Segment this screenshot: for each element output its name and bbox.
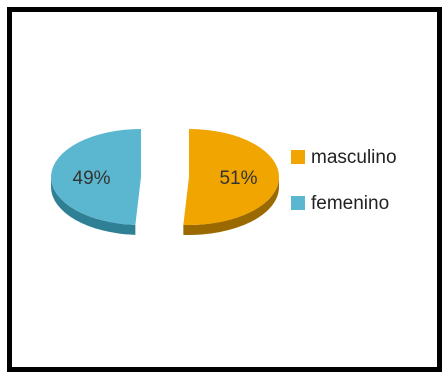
legend-label-masculino: masculino <box>311 147 397 168</box>
pie-slice-top-masculino <box>183 129 279 225</box>
pie-slice-femenino <box>51 129 142 235</box>
legend: masculino femenino <box>291 147 397 214</box>
legend-swatch-femenino <box>291 196 305 210</box>
slice-labels: 51% 49% <box>73 168 258 189</box>
data-label-femenino: 49% <box>73 168 111 189</box>
data-label-masculino: 51% <box>219 168 257 189</box>
legend-label-femenino: femenino <box>311 193 389 214</box>
pie-slice-top-femenino <box>51 129 142 225</box>
pie-slice-side-masculino <box>183 177 279 235</box>
legend-swatch-masculino <box>291 150 305 164</box>
pie-slice-masculino <box>183 129 279 235</box>
pie-slice-side-femenino <box>51 177 136 235</box>
pie-slices <box>51 129 279 235</box>
